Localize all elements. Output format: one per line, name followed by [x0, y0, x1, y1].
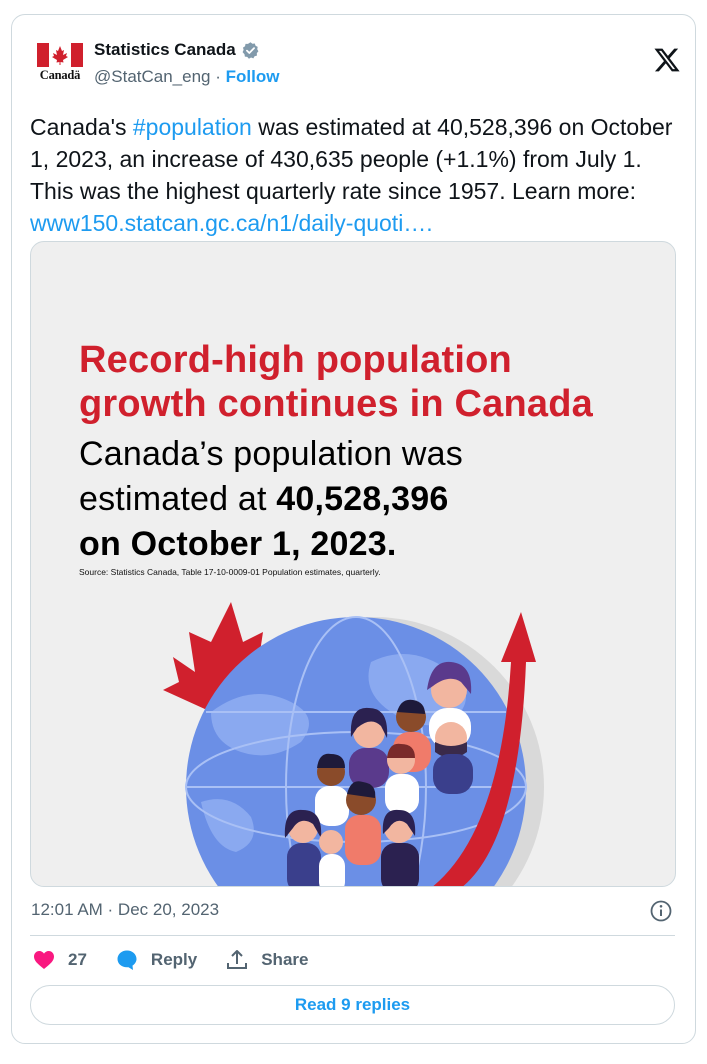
media-population-number: 40,528,396	[276, 480, 449, 518]
tweet-media-image[interactable]: Record-high population growth continues …	[30, 241, 676, 887]
handle-separator: ·	[210, 67, 226, 86]
canada-wordmark: Canadä	[39, 68, 81, 82]
info-icon[interactable]	[649, 899, 673, 923]
media-body-line: estimated at	[79, 480, 277, 518]
follow-button[interactable]: Follow	[225, 67, 280, 86]
tweet-text-part: was estimated at 40,528,396 on October 1…	[30, 114, 673, 204]
media-headline-line: growth continues in Canada	[79, 383, 594, 425]
read-replies-button[interactable]: Read 9 replies	[30, 985, 675, 1025]
reply-button[interactable]: Reply	[115, 948, 197, 972]
media-source-note: Source: Statistics Canada, Table 17-10-0…	[79, 567, 381, 577]
media-headline-line: Record-high population	[79, 339, 512, 381]
divider	[30, 935, 675, 936]
author-handle[interactable]: @StatCan_eng	[94, 67, 211, 86]
reply-bubble-icon	[117, 950, 137, 970]
author-display-name[interactable]: Statistics Canada	[94, 40, 236, 59]
share-label: Share	[261, 950, 309, 969]
tweet-header: Canadä Statistics Canada @StatCan_eng · …	[36, 37, 681, 93]
media-body: Canada’s population was estimated at 40,…	[79, 432, 639, 567]
canada-flag-icon	[37, 43, 83, 67]
tweet-text-part: Learn more:	[511, 178, 636, 204]
globe-people-illustration	[163, 602, 544, 886]
like-button[interactable]: 27	[32, 948, 87, 972]
share-button[interactable]: Share	[225, 948, 308, 972]
heart-icon	[34, 951, 54, 969]
author-info: Statistics Canada @StatCan_eng · Follow	[94, 39, 279, 87]
verified-badge-icon[interactable]	[241, 41, 260, 60]
tweet-timestamp[interactable]: 12:01 AM · Dec 20, 2023	[31, 900, 220, 919]
tweet-text-part: Canada's	[30, 114, 133, 140]
tweet-card: Canadä Statistics Canada @StatCan_eng · …	[11, 14, 696, 1044]
hashtag-link[interactable]: #population	[132, 114, 252, 140]
share-icon	[227, 950, 248, 969]
media-headline: Record-high population growth continues …	[79, 338, 659, 426]
media-body-line: Canada’s population was	[79, 435, 463, 473]
tweet-text: Canada's #population was estimated at 40…	[30, 111, 685, 239]
reply-label: Reply	[150, 950, 198, 969]
author-avatar[interactable]: Canadä	[36, 41, 84, 83]
x-logo-icon[interactable]	[653, 46, 681, 74]
media-body-date: on October 1, 2023.	[79, 525, 397, 563]
article-link[interactable]: www150.statcan.gc.ca/n1/daily-quoti….	[30, 210, 433, 236]
likes-count: 27	[68, 950, 87, 969]
tweet-actions: 27 Reply Share	[32, 947, 336, 973]
